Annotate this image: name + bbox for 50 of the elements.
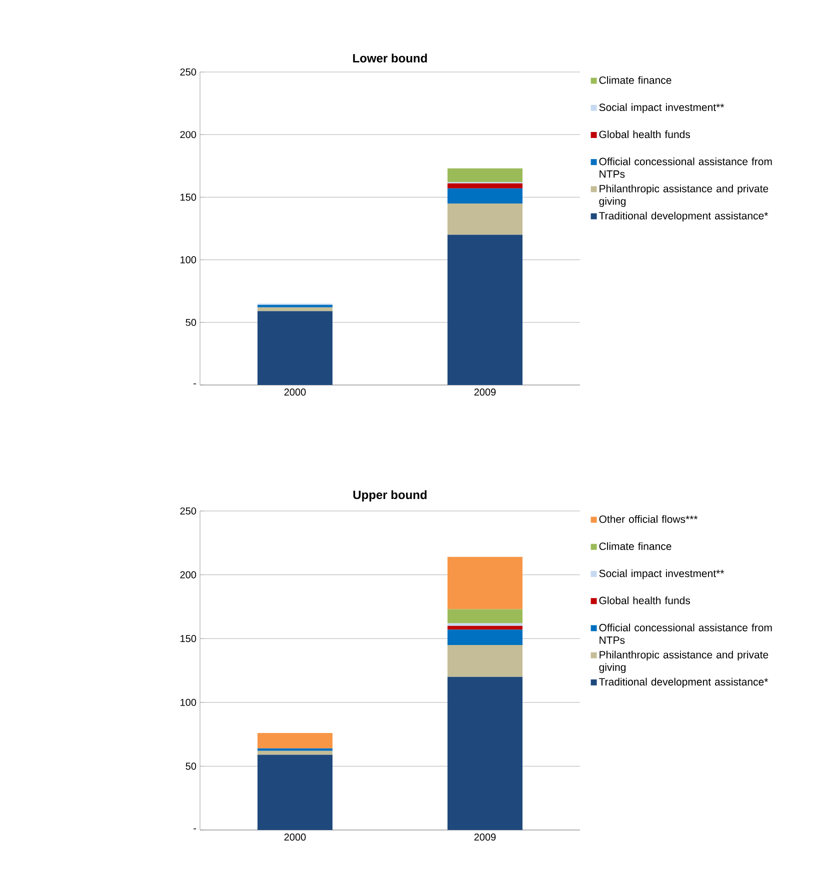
y-tick-label: 50 (186, 762, 196, 770)
legend-label: Global health funds (599, 130, 690, 138)
bar (447, 556, 522, 610)
y-tick-label: 100 (180, 698, 196, 706)
y-tick-label: - (194, 828, 196, 830)
legend-label: Social impact investment** (599, 569, 724, 580)
y-tick-label: 200 (180, 131, 196, 138)
legend-label: Philanthropic assistance and private giving (599, 650, 768, 674)
y-tick-label: 200 (180, 571, 196, 578)
bar (258, 307, 332, 312)
x-tick-label: 2000 (284, 834, 306, 841)
y-tick-label: 150 (180, 194, 196, 201)
legend-label: Official concessional assistance from NTPs (599, 624, 772, 644)
bar (447, 168, 522, 182)
y-tick-label: - (194, 383, 196, 384)
bar (447, 183, 522, 188)
bar (258, 748, 332, 751)
x-tick-label: 2000 (284, 388, 306, 396)
chart-title: Lower bound (353, 54, 427, 62)
bar (258, 311, 332, 385)
y-tick-label: 250 (180, 68, 196, 76)
chart-title: Upper bound (353, 490, 427, 502)
bar (447, 234, 522, 385)
bar (258, 304, 332, 308)
legend-label: Official concessional assistance from NTPs (599, 158, 772, 178)
legend-label: Traditional development assistance* (599, 212, 768, 222)
x-tick-label: 2009 (474, 388, 496, 396)
y-tick-label: 50 (186, 318, 196, 326)
bar (447, 676, 522, 830)
bar (447, 630, 522, 645)
legend-label: Global health funds (599, 596, 690, 604)
bar (258, 754, 332, 830)
x-tick-label: 2009 (474, 834, 496, 841)
legend-label: Philanthropic assistance and private giving (599, 184, 768, 207)
bar (447, 609, 522, 624)
bar (258, 750, 332, 755)
legend-label: Climate finance (599, 76, 672, 84)
bar (447, 626, 522, 630)
legend-label: Traditional development assistance* (599, 678, 768, 688)
y-tick-label: 100 (180, 256, 196, 264)
y-tick-label: 150 (180, 635, 196, 642)
y-tick-label: 250 (180, 507, 196, 515)
legend-label: Climate finance (599, 542, 672, 550)
bar (447, 623, 522, 626)
bar (447, 644, 522, 677)
bar (447, 188, 522, 204)
legend-label: Social impact investment** (599, 103, 724, 114)
bar (447, 203, 522, 235)
legend-label: Other official flows*** (599, 515, 698, 523)
bar (258, 733, 332, 748)
